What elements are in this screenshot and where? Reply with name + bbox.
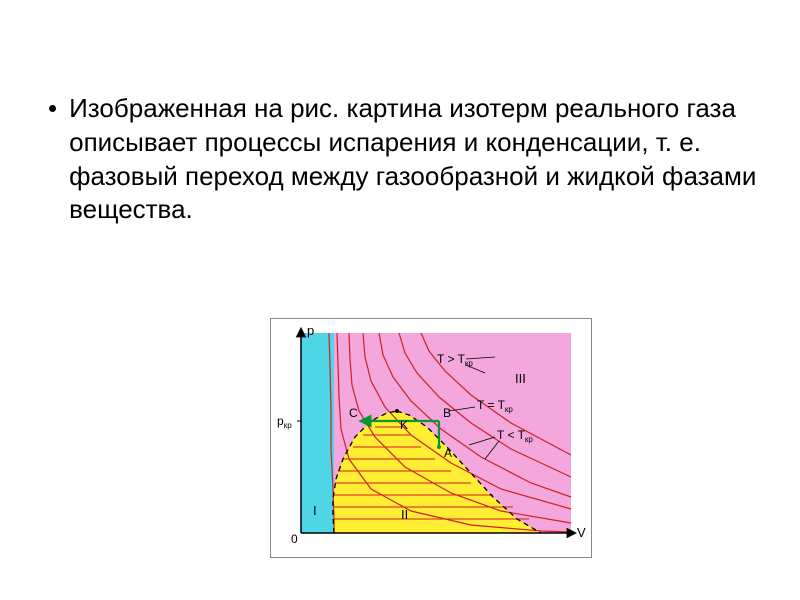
svg-text:pкр: pкр <box>277 414 292 430</box>
svg-text:K: K <box>400 418 408 432</box>
svg-text:I: I <box>313 503 317 518</box>
bullet-marker: • <box>48 92 57 126</box>
phase-diagram-svg: ABCpV0pкрKIIIIIIT > TкрT = TкрT < Tкр <box>271 319 591 557</box>
paragraph: Изображенная на рис. картина изотерм реа… <box>69 92 758 227</box>
svg-text:p: p <box>307 323 314 338</box>
bullet-item: • Изображенная на рис. картина изотерм р… <box>48 92 758 227</box>
phase-diagram-figure: ABCpV0pкрKIIIIIIT > TкрT = TкрT < Tкр <box>270 318 592 558</box>
svg-text:B: B <box>443 406 451 420</box>
svg-text:C: C <box>349 406 358 420</box>
slide: • Изображенная на рис. картина изотерм р… <box>0 0 800 600</box>
svg-text:0: 0 <box>291 532 298 546</box>
svg-text:V: V <box>577 525 586 540</box>
svg-text:A: A <box>444 446 452 460</box>
svg-text:III: III <box>515 371 526 386</box>
body-text: • Изображенная на рис. картина изотерм р… <box>48 92 758 227</box>
svg-text:II: II <box>401 507 408 522</box>
